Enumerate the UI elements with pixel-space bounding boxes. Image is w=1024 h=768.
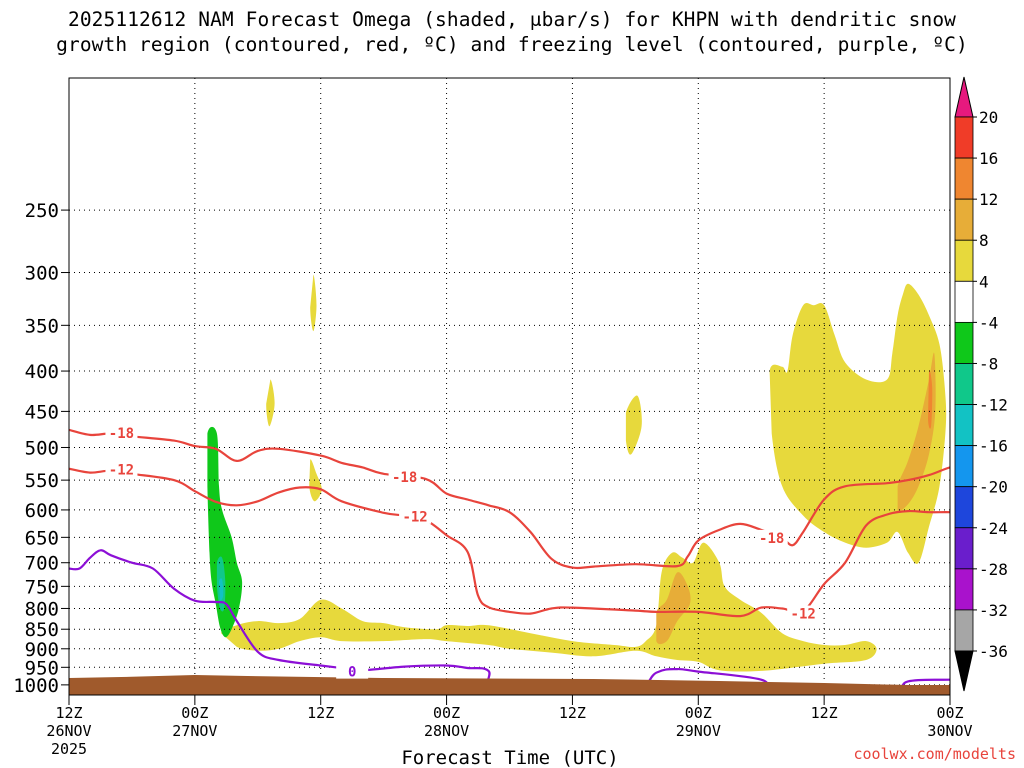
colorbar-bin-9 [954,486,974,529]
contour-label-bg [399,508,432,524]
colorbar-label-1: 16 [979,149,998,168]
ground-terrain [69,675,950,695]
x-axis-title: Forecast Time (UTC) [401,747,618,768]
x-tick-time-0: 12Z [55,704,82,722]
colorbar-bin-0 [954,116,974,159]
x-tick-time-24: 12Z [307,704,334,722]
y-tick-label-800: 800 [25,598,59,620]
omega-region-12 [219,578,224,601]
contour--12-line [69,467,950,618]
title-line-2: growth region (contoured, red, ºC) and f… [56,33,968,56]
contour-label-bg [105,424,138,440]
colorbar-label-12: -32 [979,601,1008,620]
colorbar-bin-4 [954,280,974,323]
plot-frame [68,77,951,696]
y-tick-label-650: 650 [25,527,59,549]
colorbar-bin-10 [954,527,974,570]
colorbar-label-6: -8 [979,354,998,373]
colorbar-label-4: 4 [979,272,989,291]
x-tick-time-60: 00Z [685,704,712,722]
x-tick-date-36: 28NOV [424,722,469,740]
contour-label-bg [388,468,421,484]
colorbar-bin-7 [954,404,974,447]
contour-label--12: -12 [402,510,427,526]
contour-label--18: -18 [759,531,784,547]
colorbar-label-5: -4 [979,313,998,332]
colorbar-label-9: -20 [979,478,1008,497]
y-tick-label-700: 700 [25,553,59,575]
contour-label-bg [105,461,138,477]
colorbar-label-3: 8 [979,231,989,250]
y-tick-label-550: 550 [25,470,59,492]
x-tick-time-36: 00Z [433,704,460,722]
y-tick-label-500: 500 [25,437,59,459]
x-tick-date-84: 30NOV [927,722,972,740]
contour-label-bg [787,605,820,621]
y-tick-label-850: 850 [25,619,59,641]
colorbar-label-8: -16 [979,437,1008,456]
x-tick-date-0: 26NOV [46,722,91,740]
contour-label-bg [755,529,788,545]
title-line-1: 2025112612 NAM Forecast Omega (shaded, μ… [68,8,956,31]
x-tick-date-60: 29NOV [676,722,721,740]
y-tick-label-400: 400 [25,361,59,383]
omega-region-2 [309,459,322,502]
colorbar-bin-2 [954,198,974,241]
omega-region-7 [897,352,936,511]
contour-label-bg [336,663,369,679]
y-tick-label-750: 750 [25,576,59,598]
contour-label--12: -12 [791,607,816,623]
colorbar-bin-3 [954,239,974,282]
omega-region-8 [928,369,933,429]
colorbar-top-arrow [954,76,974,118]
x-tick-time-12: 00Z [181,704,208,722]
x-tick-time-48: 12Z [559,704,586,722]
x-tick-time-84: 00Z [936,704,963,722]
colorbar-label-2: 12 [979,190,998,209]
omega-region-3 [625,395,642,455]
y-tick-label-1000: 1000 [13,675,59,697]
colorbar-label-10: -24 [979,519,1008,538]
contour-label-0: 0 [348,665,356,681]
contour-label--12: -12 [109,462,134,478]
colorbar-bin-1 [954,157,974,200]
colorbar-label-11: -28 [979,560,1008,579]
omega-region-4 [221,542,877,672]
colorbar-bin-8 [954,445,974,488]
colorbar-bin-11 [954,568,974,611]
colorbar-bin-5 [954,321,974,364]
y-tick-label-350: 350 [25,315,59,337]
y-tick-label-300: 300 [25,263,59,285]
x-tick-year: 2025 [51,740,87,758]
y-tick-label-250: 250 [25,200,59,222]
omega-region-0 [310,274,317,332]
colorbar-bin-6 [954,363,974,405]
credit-text: coolwx.com/modelts [853,745,1016,763]
contour-label--18: -18 [109,426,134,442]
y-tick-label-450: 450 [25,401,59,423]
x-tick-date-12: 27NOV [172,722,217,740]
omega-region-1 [266,379,275,427]
x-tick-time-72: 12Z [811,704,838,722]
omega-region-6 [656,572,691,645]
contour--18-line [69,428,950,570]
contour-label--18: -18 [392,470,417,486]
y-tick-label-600: 600 [25,500,59,522]
colorbar-bin-12 [954,609,974,652]
colorbar-label-13: -36 [979,642,1008,661]
colorbar-label-7: -12 [979,396,1008,415]
y-tick-label-950: 950 [25,657,59,679]
colorbar-bottom-arrow [954,650,974,692]
y-tick-label-900: 900 [25,639,59,661]
colorbar-label-0: 20 [979,108,998,127]
omega-region-10 [207,426,243,638]
